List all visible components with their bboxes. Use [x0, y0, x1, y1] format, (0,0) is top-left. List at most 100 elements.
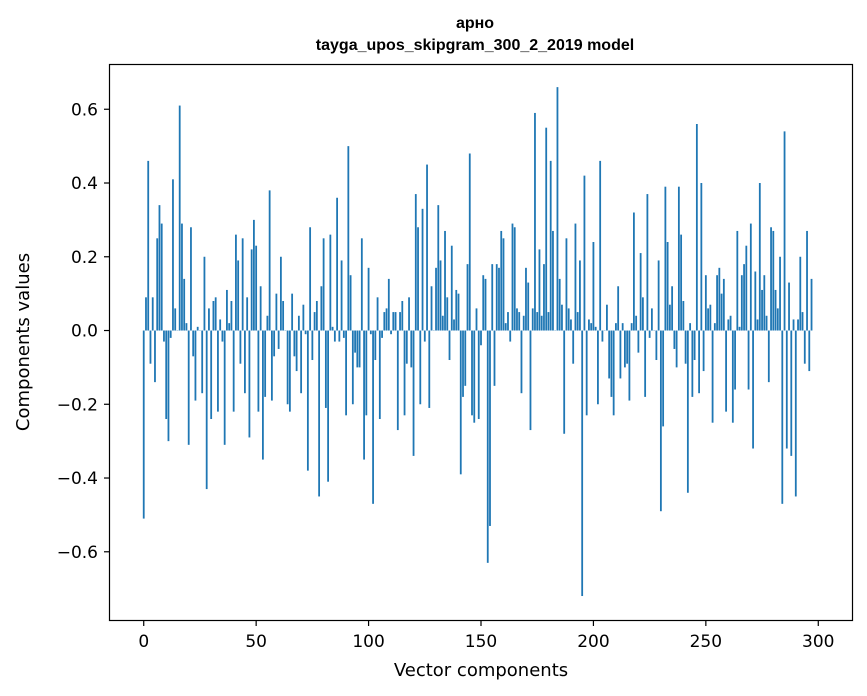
- y-tick-label: −0.2: [57, 395, 98, 415]
- bar: [797, 319, 799, 331]
- bar: [686, 330, 689, 493]
- bar: [349, 275, 352, 331]
- bar: [536, 312, 539, 331]
- bar: [163, 330, 165, 342]
- bar: [212, 301, 215, 331]
- bar: [731, 330, 734, 423]
- bar: [779, 256, 781, 331]
- bar: [302, 304, 305, 331]
- bar: [378, 330, 381, 420]
- bar: [639, 253, 642, 331]
- bar: [767, 330, 770, 383]
- bar: [412, 330, 415, 456]
- bar: [617, 286, 620, 331]
- bar: [327, 330, 329, 482]
- bar: [792, 319, 795, 331]
- bar: [450, 245, 453, 331]
- bar: [682, 301, 685, 331]
- bar: [594, 326, 597, 331]
- bar: [306, 330, 309, 471]
- bar: [270, 330, 273, 401]
- bar: [606, 304, 608, 331]
- bar: [498, 267, 500, 331]
- bar: [480, 330, 482, 346]
- bar: [567, 308, 570, 331]
- bar: [169, 330, 172, 338]
- bar: [794, 330, 797, 497]
- bar: [599, 160, 602, 331]
- bar: [684, 330, 687, 364]
- bar: [392, 312, 395, 331]
- bar: [259, 286, 262, 331]
- bar: [372, 330, 374, 504]
- bar: [244, 330, 246, 394]
- bar: [275, 293, 278, 331]
- bar: [624, 330, 626, 368]
- bar: [785, 330, 788, 449]
- bar: [637, 330, 640, 353]
- y-tick-label: −0.4: [57, 469, 98, 489]
- bar: [345, 330, 347, 416]
- bar: [165, 330, 168, 420]
- bar: [333, 330, 336, 342]
- y-tick-label: −0.6: [57, 543, 98, 563]
- bar: [597, 330, 599, 405]
- bar: [511, 223, 514, 331]
- bar: [657, 260, 660, 331]
- bar: [538, 249, 541, 331]
- bar: [354, 330, 356, 353]
- bar: [621, 323, 624, 331]
- bar: [601, 330, 604, 342]
- bar: [680, 234, 683, 331]
- bar: [711, 330, 714, 423]
- bar: [426, 164, 428, 331]
- bar: [253, 219, 255, 331]
- plot-frame: [108, 63, 854, 622]
- bar: [644, 330, 647, 397]
- bar: [608, 330, 611, 379]
- bar: [635, 315, 638, 331]
- bar: [248, 330, 251, 438]
- bar: [214, 297, 217, 331]
- bar: [230, 301, 233, 331]
- bar: [648, 330, 651, 338]
- bar: [250, 249, 253, 331]
- bar: [808, 330, 811, 372]
- bar: [387, 278, 390, 331]
- bar: [288, 330, 291, 412]
- bar: [722, 278, 725, 331]
- bar: [383, 312, 386, 331]
- bar: [781, 330, 784, 504]
- chart-title: арно: [456, 15, 494, 32]
- bar: [740, 275, 743, 331]
- bar: [691, 330, 694, 397]
- bar: [441, 315, 444, 331]
- y-axis-label: Components values: [13, 253, 34, 431]
- bar: [226, 289, 228, 331]
- bar: [630, 323, 633, 331]
- y-tick-label: 0.2: [71, 248, 98, 268]
- bar: [390, 330, 392, 335]
- bar: [403, 330, 406, 416]
- x-tick-label: 0: [138, 632, 149, 652]
- bar: [351, 330, 354, 405]
- bar: [315, 301, 318, 331]
- bar: [720, 293, 723, 331]
- bar: [376, 297, 379, 331]
- bar: [444, 230, 446, 331]
- bar: [408, 297, 410, 331]
- bar: [531, 308, 534, 331]
- bar: [545, 127, 548, 331]
- bar: [457, 293, 460, 331]
- bar: [655, 330, 658, 361]
- bar: [293, 330, 296, 357]
- bar: [237, 260, 240, 331]
- bar: [219, 319, 222, 331]
- bar: [419, 330, 422, 405]
- bar: [698, 330, 700, 394]
- bar: [592, 242, 595, 331]
- bar: [192, 330, 195, 357]
- bar: [500, 230, 503, 331]
- bar: [520, 330, 523, 394]
- bar: [493, 330, 496, 386]
